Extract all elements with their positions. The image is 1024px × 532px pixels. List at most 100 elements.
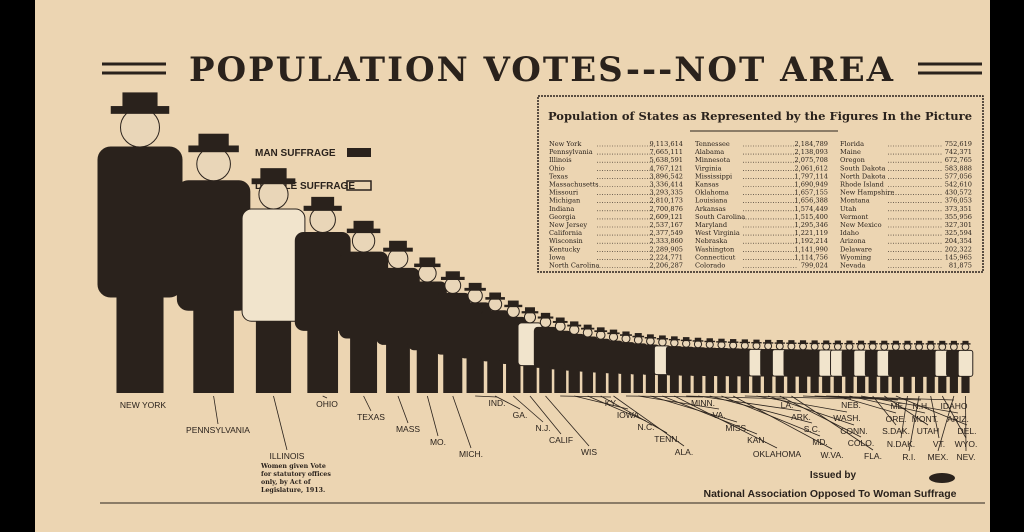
figure-hat-top: [609, 329, 618, 333]
figure-legs: [880, 371, 889, 393]
state-name: Virginia: [694, 164, 722, 172]
pointer-line: [791, 395, 874, 451]
figure-hat-top: [869, 340, 876, 344]
figure: [888, 340, 904, 393]
state-name: Kansas: [695, 181, 719, 189]
pointer-line: [732, 395, 833, 450]
figure-hat-top: [583, 324, 592, 329]
state-name: West Virginia: [695, 229, 740, 237]
figure-hat: [680, 339, 692, 342]
state-name: Arkansas: [694, 205, 726, 213]
population: 376,053: [945, 197, 972, 205]
state-name: Arizona: [839, 237, 866, 245]
figure: [899, 340, 916, 393]
figure-hat-top: [823, 340, 830, 344]
population: 2,537,167: [649, 221, 683, 229]
figure-legs: [822, 370, 831, 393]
figure-legs: [443, 341, 463, 393]
state-name: Missouri: [549, 189, 578, 197]
state-name: Utah: [840, 205, 857, 213]
state-label: TEXAS: [357, 412, 385, 422]
figure-legs: [582, 364, 594, 393]
population: 2,333,860: [649, 237, 683, 245]
figure-legs: [926, 371, 935, 393]
figure-hat: [948, 343, 959, 345]
pointer-line: [849, 395, 926, 414]
figure: [922, 340, 939, 393]
state-label: TENN.: [654, 434, 680, 444]
population: 583,888: [945, 164, 972, 172]
state-name: North Dakota: [840, 172, 886, 180]
illinois-note: Women given Vote for statutory offices o…: [260, 463, 331, 494]
figure: [946, 340, 962, 393]
figure-hat: [414, 263, 441, 268]
figure-hat-top: [718, 338, 725, 342]
population: 2,289,905: [649, 245, 683, 253]
figure-coat: [957, 349, 974, 377]
figure: [783, 340, 800, 393]
pointer-line: [872, 395, 897, 426]
note-line: Women given Vote: [260, 463, 326, 470]
figure-legs: [487, 350, 504, 393]
population: 1,656,388: [794, 197, 828, 205]
figure-legs: [568, 362, 580, 393]
pointer-line: [650, 395, 738, 423]
figure-hat: [668, 338, 680, 341]
population: 2,138,093: [794, 148, 828, 156]
figure-hat: [644, 337, 657, 339]
figure-hat: [346, 228, 381, 234]
figure-legs: [868, 371, 877, 393]
state-name: Texas: [549, 172, 568, 180]
figure-hat-top: [846, 340, 853, 344]
pointer-line: [273, 395, 288, 451]
figure-hat-top: [260, 168, 287, 180]
state-name: Montana: [840, 197, 870, 205]
state-name: Oklahoma: [695, 189, 729, 197]
pointer-line: [494, 395, 521, 410]
population: 5,638,591: [649, 156, 683, 164]
state-label: WASH.: [833, 413, 861, 423]
figure-hat: [902, 343, 913, 345]
pointer-line: [768, 395, 855, 426]
figure-hat-top: [904, 340, 911, 344]
state-label: VT.: [933, 439, 945, 449]
pointer-line: [837, 395, 897, 414]
figure-legs: [740, 370, 750, 393]
pointer-line: [587, 395, 647, 422]
figure: [818, 340, 835, 393]
figure-head: [554, 320, 566, 332]
population: 1,295,346: [794, 221, 828, 229]
figure-hat: [832, 342, 843, 345]
figure-hat: [809, 342, 820, 345]
pointer-line: [600, 395, 668, 434]
state-name: Nevada: [840, 262, 866, 270]
figure-legs: [554, 361, 567, 393]
figure-legs: [775, 370, 784, 393]
population: 81,875: [949, 262, 972, 270]
pointer-line: [397, 395, 409, 424]
state-name: Rhode Island: [840, 181, 885, 189]
population: 742,371: [945, 148, 972, 156]
note-line: Legislature, 1913.: [261, 487, 325, 494]
figure-hat-top: [916, 340, 923, 344]
pointer-line: [545, 395, 590, 447]
state-label: CALIF: [549, 435, 573, 445]
pointer-line: [697, 395, 802, 412]
figure-hat-top: [524, 307, 535, 312]
figure-hat-top: [489, 292, 502, 298]
state-name: Vermont: [839, 213, 869, 221]
figure-hat-top: [811, 340, 818, 344]
population: 1,797,114: [794, 172, 828, 180]
pointer-line: [908, 395, 920, 452]
legend-label: DOUBLE SUFFRAGE: [255, 181, 355, 192]
figure-legs: [752, 370, 761, 393]
state-label: W.VA.: [821, 450, 844, 460]
figure-head: [787, 342, 796, 351]
state-name: Delaware: [840, 245, 872, 253]
figure-hat-top: [682, 337, 690, 341]
pointer-line: [426, 395, 439, 437]
state-label: S.C.: [804, 424, 821, 434]
figure-hat: [619, 334, 632, 336]
figure-hat: [464, 287, 486, 291]
state-name: Illinois: [549, 156, 572, 164]
